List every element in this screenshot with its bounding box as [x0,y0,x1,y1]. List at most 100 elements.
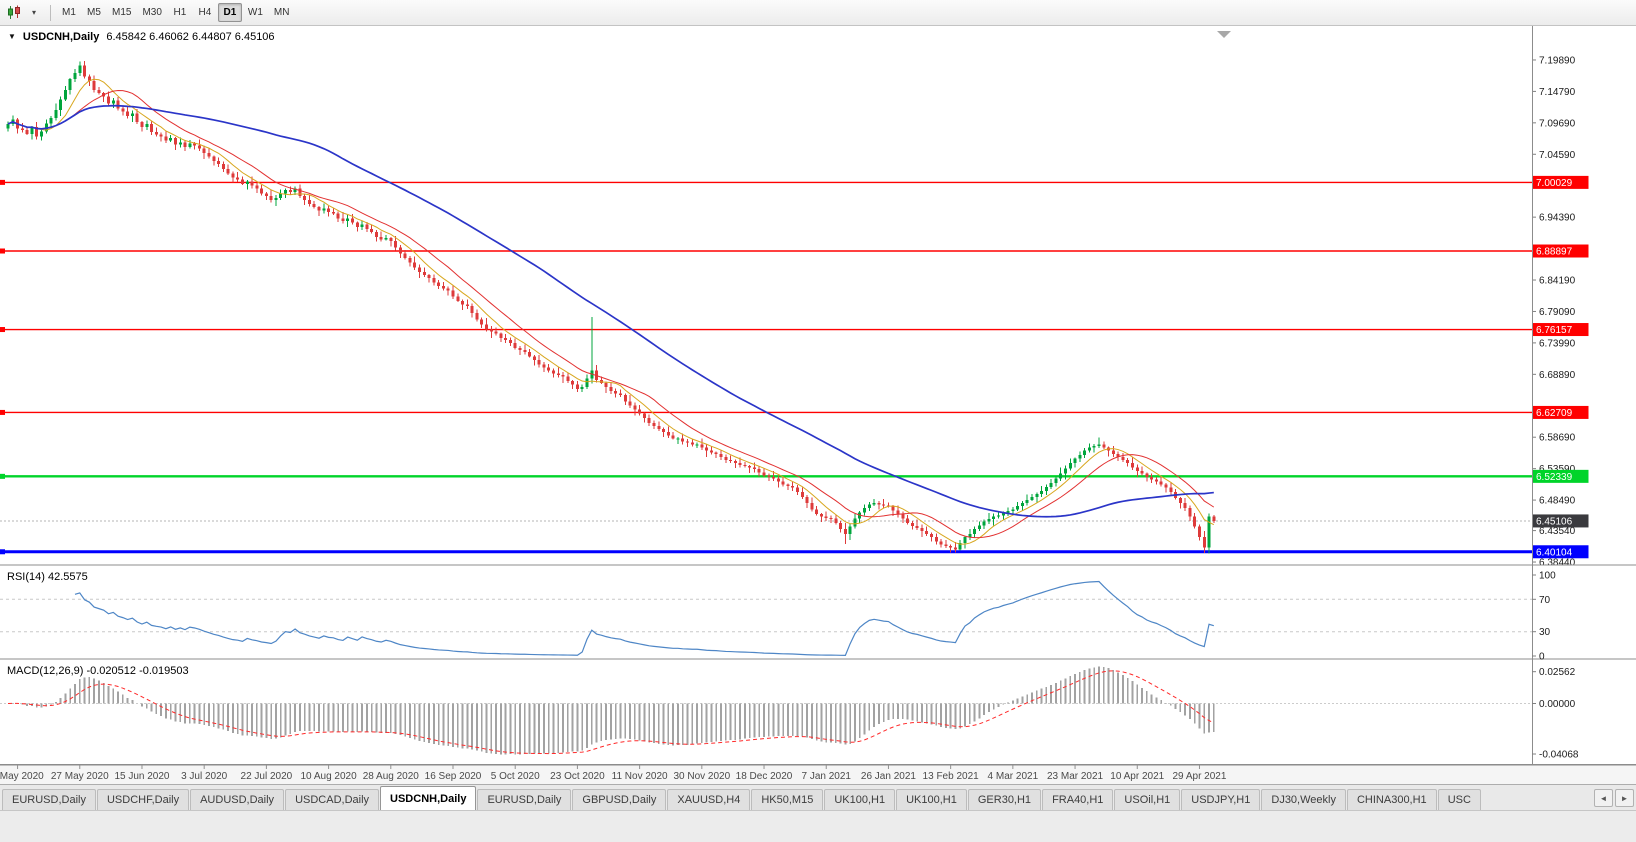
chart-tab-usdjpy-h1[interactable]: USDJPY,H1 [1181,789,1261,810]
timeframe-button-m1[interactable]: M1 [62,7,76,18]
chart-tab-usc[interactable]: USC [1437,789,1481,810]
svg-text:7.14790: 7.14790 [1539,87,1576,98]
chart-type-dropdown-button[interactable]: ▾ [24,3,44,23]
svg-text:30 Nov 2020: 30 Nov 2020 [673,771,730,782]
tab-label: EURUSD,Daily [12,794,86,806]
chart-area[interactable]: 7.19890 7.14790 7.09690 7.04590 6.94390 6.841… [0,26,1636,784]
svg-text:26 Jan 2021: 26 Jan 2021 [861,771,916,782]
ma-7-line [7,78,1215,545]
price-level-lines[interactable] [0,179,1532,555]
chart-type-button[interactable] [4,3,24,23]
svg-text:23 Mar 2021: 23 Mar 2021 [1047,771,1104,782]
chart-tab-eurusd-daily[interactable]: EURUSD,Daily [2,789,96,810]
chart-tab-usdcnh-daily[interactable]: USDCNH,Daily [380,786,477,810]
tabs-scroll-left-button[interactable]: ◄ [1594,789,1613,807]
svg-text:0: 0 [1539,652,1545,663]
timeframe-button-m5[interactable]: M5 [87,7,101,18]
price-badge: 6.40104 [1532,545,1589,559]
macd-signal-line [7,670,1215,755]
caret-down-icon: ▾ [31,7,36,17]
chart-tab-gbpusd-daily[interactable]: GBPUSD,Daily [572,789,667,810]
candlestick-chart-icon [7,5,20,19]
chart-tab-china300-h1[interactable]: CHINA300,H1 [1346,789,1437,810]
tab-label: USDCAD,Daily [295,794,370,806]
chart-tab-uk100-h1[interactable]: UK100,H1 [824,789,896,810]
svg-text:18 Dec 2020: 18 Dec 2020 [736,771,793,782]
tabs-scroll-right-button[interactable]: ► [1615,789,1634,807]
price-badge: 6.76157 [1532,323,1589,337]
chart-tab-usdchf-daily[interactable]: USDCHF,Daily [96,789,190,810]
tab-label: UK100,H1 [834,794,886,806]
svg-text:11 Nov 2020: 11 Nov 2020 [612,771,668,782]
svg-text:30: 30 [1539,627,1551,638]
svg-text:6.48490: 6.48490 [1539,496,1576,507]
tab-label: USDJPY,H1 [1191,794,1251,806]
svg-text:6.40104: 6.40104 [1536,547,1573,558]
svg-text:4 Mar 2021: 4 Mar 2021 [988,771,1039,782]
tab-label: AUDUSD,Daily [200,794,275,806]
timeframe-button-mn[interactable]: MN [273,7,290,18]
svg-text:6.88897: 6.88897 [1536,247,1573,258]
timeframe-button-h4[interactable]: H4 [198,7,212,18]
ma-55-line [7,104,1214,518]
tab-label: USDCHF,Daily [106,794,180,806]
tab-label: EURUSD,Daily [487,794,562,806]
price-badge: 6.45106 [1532,514,1589,528]
chart-shift-marker-icon[interactable] [1217,31,1231,38]
svg-text:29 Apr 2021: 29 Apr 2021 [1172,771,1226,782]
chart-tab-usoil-h1[interactable]: USOil,H1 [1114,789,1181,810]
tab-label: XAUUSD,H4 [677,794,741,806]
svg-text:7 Jan 2021: 7 Jan 2021 [801,771,851,782]
price-badge: 6.88897 [1532,244,1589,258]
chart-tab-eurusd-daily[interactable]: EURUSD,Daily [477,789,572,810]
tab-label: GBPUSD,Daily [582,794,657,806]
timeframe-buttons: M1 M5 M15 M30 H1 H4 D1 W1 MN [57,3,294,22]
chart-canvas[interactable]: 7.19890 7.14790 7.09690 7.04590 6.94390 6.841… [0,26,1636,784]
chart-tab-fra40-h1[interactable]: FRA40,H1 [1042,789,1114,810]
chart-tab-uk100-h1[interactable]: UK100,H1 [896,789,967,810]
chart-tab-dj30-weekly[interactable]: DJ30,Weekly [1261,789,1346,810]
chart-tabs-bar: EURUSD,Daily USDCHF,Daily AUDUSD,Daily USDC… [0,784,1636,810]
svg-text:6.52339: 6.52339 [1536,472,1573,483]
macd-histogram [11,666,1215,755]
svg-text:16 Sep 2020: 16 Sep 2020 [425,771,482,782]
svg-text:6.73990: 6.73990 [1539,338,1576,349]
date-axis-strip [0,764,1636,784]
chevron-left-icon: ◄ [1599,793,1608,803]
rsi-line [74,580,1214,656]
timeframe-button-m30[interactable]: M30 [142,7,162,18]
tab-scroll-buttons: ◄ ► [1594,789,1634,807]
tab-label: HK50,M15 [761,794,814,806]
svg-text:13 Feb 2021: 13 Feb 2021 [923,771,980,782]
svg-text:6.58690: 6.58690 [1539,433,1576,444]
svg-text:5 Oct 2020: 5 Oct 2020 [491,771,540,782]
svg-text:70: 70 [1539,595,1551,606]
timeframe-button-d1[interactable]: D1 [217,3,242,22]
svg-text:7.04590: 7.04590 [1539,150,1576,161]
svg-text:6.79090: 6.79090 [1539,307,1576,318]
chart-tab-xauusd-h4[interactable]: XAUUSD,H4 [667,789,751,810]
chart-tab-hk50-m15[interactable]: HK50,M15 [751,789,824,810]
svg-text:6.94390: 6.94390 [1539,213,1576,224]
chart-tab-ger30-h1[interactable]: GER30,H1 [967,789,1042,810]
toolbar-separator [50,4,51,21]
timeframe-button-h1[interactable]: H1 [173,7,187,18]
tab-label: FRA40,H1 [1052,794,1104,806]
svg-text:23 Oct 2020: 23 Oct 2020 [550,771,605,782]
chart-tab-usdcad-daily[interactable]: USDCAD,Daily [285,789,380,810]
svg-text:7.19890: 7.19890 [1539,55,1576,66]
svg-text:6.76157: 6.76157 [1536,325,1573,336]
svg-text:6.53590: 6.53590 [1539,464,1576,475]
chart-tab-audusd-daily[interactable]: AUDUSD,Daily [190,789,285,810]
timeframe-button-m15[interactable]: M15 [112,7,132,18]
svg-text:6.62709: 6.62709 [1536,408,1573,419]
svg-text:7.00029: 7.00029 [1536,178,1573,189]
status-strip [0,810,1636,842]
price-badge: 6.52339 [1532,469,1589,483]
svg-text:27 May 2020: 27 May 2020 [51,771,109,782]
chevron-right-icon: ► [1620,793,1629,803]
timeframe-button-w1[interactable]: W1 [247,7,263,18]
price-badge: 6.62709 [1532,405,1589,419]
svg-text:0.00000: 0.00000 [1539,699,1576,710]
